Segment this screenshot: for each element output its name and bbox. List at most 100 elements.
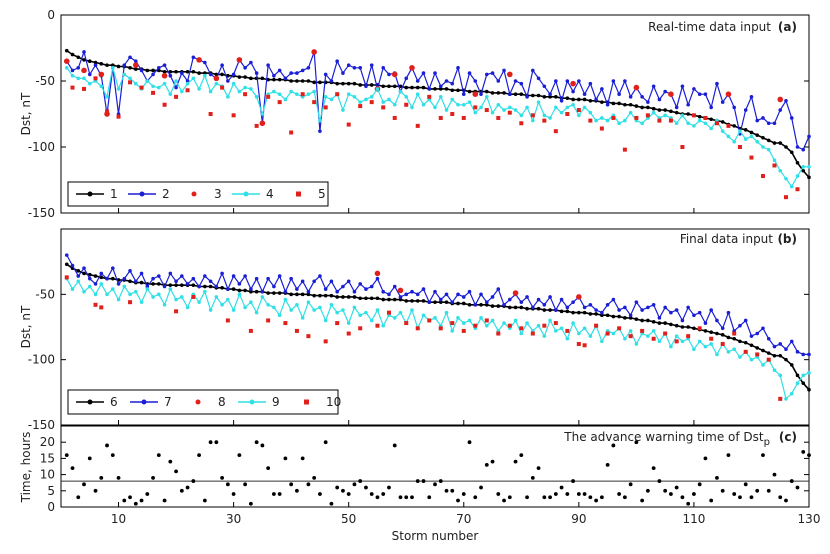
data-point [749,343,754,348]
data-point [116,475,121,480]
data-point [789,391,794,396]
data-point [266,302,270,307]
data-point [272,284,276,289]
data-point [99,305,104,310]
y-tick-label: -100 [28,140,55,154]
data-point [272,305,276,310]
data-point [306,79,311,83]
data-point [93,274,98,278]
data-point [392,316,397,320]
data-point [772,141,777,145]
data-point [387,72,391,77]
data-point [157,282,161,286]
data-point [714,121,719,126]
data-point [565,328,570,333]
legend-box [67,389,339,415]
data-point [312,293,316,298]
data-point [329,293,334,298]
data-point [381,492,386,496]
data-point [306,482,311,487]
data-point [259,120,266,127]
data-point [640,328,645,333]
data-point [582,305,587,310]
panel-c-title-subscript: p [764,437,770,448]
data-point [335,485,340,490]
data-point [191,294,196,299]
data-point [456,316,460,320]
data-point [87,81,92,86]
data-point [502,302,506,307]
data-point [208,440,213,445]
data-point [289,292,293,297]
data-point [358,296,363,301]
data-point [346,63,351,67]
data-point [536,76,541,81]
data-point [300,92,305,97]
data-point [369,318,374,323]
data-point [323,293,328,298]
data-point [720,333,725,337]
data-point [588,99,593,103]
data-point [300,68,305,73]
data-point [548,116,552,120]
data-point [295,79,299,83]
data-point [139,300,144,304]
data-point [640,121,644,126]
series-line-2 [66,49,810,151]
data-point [391,71,398,78]
data-point [231,274,236,278]
data-point [490,91,495,95]
data-point [663,331,668,336]
data-point [600,310,604,315]
data-point [691,113,696,118]
data-point [185,81,190,86]
data-point [531,93,535,98]
data-point [461,328,466,333]
data-point [277,313,282,318]
data-point [226,73,230,78]
data-point [484,302,489,307]
series-8 [374,270,582,300]
data-point [387,84,391,89]
data-point [93,76,98,81]
data-point [226,95,230,99]
data-point [467,302,472,307]
data-point [496,102,501,107]
data-point [254,440,259,445]
data-point [174,309,179,314]
data-point [335,321,340,326]
data-point [243,75,247,79]
data-point [657,108,662,112]
data-point [341,284,345,289]
data-point [530,475,535,480]
data-point [542,302,547,307]
data-point [611,314,616,319]
legend-label: 10 [326,395,341,409]
data-point [777,96,784,103]
data-point [646,334,650,338]
data-point [456,66,460,70]
data-point [519,121,524,126]
data-point [323,440,328,445]
data-point [277,274,282,278]
data-point [318,293,322,298]
data-point [668,118,673,123]
data-point [611,297,616,302]
data-point [743,108,748,112]
data-point [272,77,276,82]
data-point [128,495,132,500]
data-point [433,300,437,304]
data-point [197,300,201,304]
data-point [570,80,576,87]
data-point [692,124,696,128]
data-point [151,475,155,480]
data-point [116,64,121,69]
data-point [415,92,420,96]
data-point [381,289,386,294]
data-point [134,59,138,63]
data-point [312,308,316,312]
data-point [617,121,621,126]
data-point [490,318,495,323]
data-point [674,121,679,126]
data-point [772,163,777,168]
